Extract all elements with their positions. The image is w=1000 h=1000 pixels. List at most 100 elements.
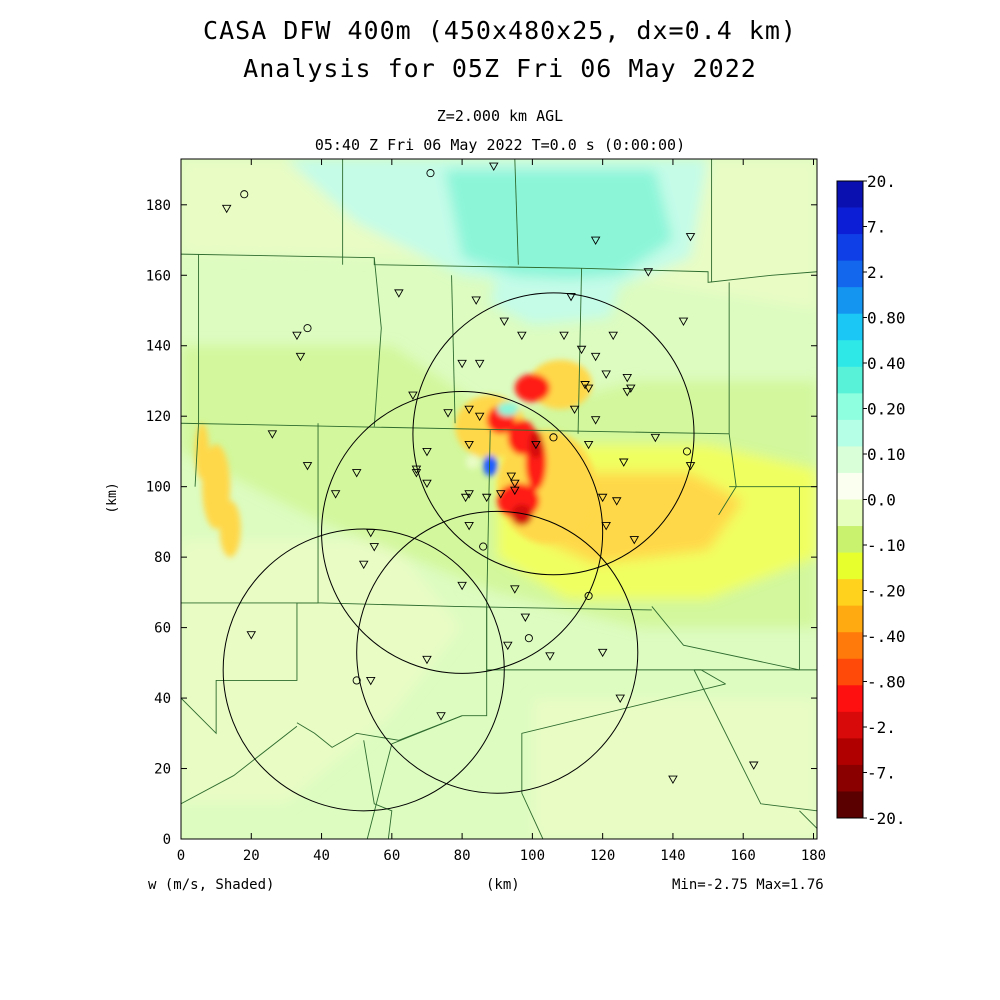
storm-cell: [483, 454, 498, 477]
station-triangle: [590, 416, 601, 425]
station-triangle: [531, 440, 541, 450]
station-triangle: [394, 289, 404, 298]
station-triangle: [221, 204, 232, 214]
county-line: [363, 740, 393, 839]
colorbar-label: -20.: [867, 809, 906, 828]
station-triangle: [559, 331, 569, 341]
station-triangle: [517, 331, 527, 341]
county-line: [366, 430, 491, 839]
colorbar-segment: [837, 260, 863, 288]
colorbar-segment: [837, 738, 863, 766]
station-triangle: [422, 447, 432, 457]
colorbar-label: -.40: [867, 627, 906, 646]
station-triangle: [267, 430, 278, 439]
x-tick-label: 180: [801, 848, 826, 864]
station-triangle: [622, 388, 633, 397]
y-tick-label: 60: [154, 621, 171, 637]
station-triangle: [510, 479, 520, 489]
station-triangle: [292, 331, 302, 341]
y-tick-label: 80: [154, 550, 171, 566]
colorbar-segment: [837, 605, 863, 633]
county-line: [718, 282, 737, 516]
station-triangle: [566, 292, 576, 302]
station-triangle: [685, 462, 696, 471]
y-tick-label: 140: [146, 339, 171, 355]
storm-cell: [465, 454, 480, 470]
time-label: 05:40 Z Fri 06 May 2022 T=0.0 s (0:00:00…: [314, 136, 686, 154]
station-triangle: [474, 412, 485, 422]
station-circle: [524, 634, 533, 643]
x-axis-label: (km): [486, 877, 520, 893]
colorbar-segment: [837, 764, 863, 792]
radar-range-circle: [356, 510, 639, 794]
station-triangle: [481, 493, 492, 503]
colorbar-segment: [837, 393, 863, 421]
station-triangle: [464, 405, 474, 415]
radar-range-circle: [222, 528, 505, 812]
station-triangle: [685, 233, 696, 242]
y-tick-label: 160: [146, 268, 171, 284]
colorbar-label: -7.: [867, 764, 896, 783]
colorbar-label: 20.: [867, 172, 896, 191]
station-triangle: [464, 490, 474, 499]
colorbar-segment: [837, 791, 863, 819]
station-triangle: [499, 317, 510, 326]
station-triangle: [590, 352, 601, 362]
station-triangle: [457, 581, 467, 591]
county-line: [373, 257, 382, 427]
storm-cell: [497, 402, 519, 417]
county-line: [181, 725, 298, 805]
colorbar-segment: [837, 366, 863, 394]
station-triangle: [464, 440, 474, 450]
colorbar-segment: [837, 446, 863, 474]
station-triangle: [615, 694, 626, 703]
storm-cell: [511, 504, 533, 526]
station-triangle: [408, 391, 418, 400]
station-triangle: [365, 677, 376, 686]
county-line: [799, 810, 817, 829]
station-triangle: [295, 352, 306, 362]
station-triangle: [330, 490, 341, 499]
station-triangle: [443, 409, 453, 418]
storm-cell: [514, 373, 550, 403]
colorbar-label: -.80: [867, 673, 906, 692]
station-triangle: [643, 268, 654, 277]
y-tick-label: 40: [154, 691, 171, 707]
colorbar-segment: [837, 632, 863, 660]
field-region: [532, 698, 817, 839]
station-triangle: [411, 469, 422, 478]
county-line: [194, 254, 200, 487]
streak-cell: [195, 423, 210, 480]
colorbar: 20. 7. 2. 0.80 0.40 0.20 0.10 0.0 -.10 -.20 -.40 -.…: [836, 172, 906, 828]
station-triangle: [583, 384, 594, 393]
colorbar-segment: [837, 579, 863, 607]
field-region: [490, 275, 621, 325]
y-tick-label: 0: [163, 832, 171, 848]
y-tick-label: 180: [146, 198, 171, 214]
station-triangle: [506, 472, 517, 482]
station-triangle: [520, 613, 531, 622]
colorbar-segment: [837, 499, 863, 527]
station-triangle: [510, 486, 520, 496]
x-tick-label: 140: [660, 848, 685, 864]
station-triangle: [569, 405, 580, 415]
variable-label: w (m/s, Shaded): [148, 877, 275, 893]
station-triangle: [464, 521, 474, 531]
colorbar-label: 0.0: [867, 491, 896, 510]
station-triangle: [495, 490, 506, 499]
x-tick-label: 100: [520, 848, 545, 864]
station-circle: [682, 447, 692, 456]
colorbar-label: 2.: [867, 263, 886, 282]
station-triangle: [629, 536, 640, 545]
colorbar-label: -.20: [867, 582, 906, 601]
field-region: [444, 169, 673, 283]
title-line1: CASA DFW 400m (450x480x25, dx=0.4 km): [203, 16, 797, 45]
station-triangle: [351, 469, 362, 478]
station-triangle: [601, 370, 611, 379]
county-line: [651, 606, 800, 671]
station-triangle: [583, 440, 594, 450]
colorbar-segment: [837, 552, 863, 580]
station-triangle: [622, 373, 633, 383]
colorbar-segment: [837, 287, 863, 315]
colorbar-segment: [837, 658, 863, 686]
